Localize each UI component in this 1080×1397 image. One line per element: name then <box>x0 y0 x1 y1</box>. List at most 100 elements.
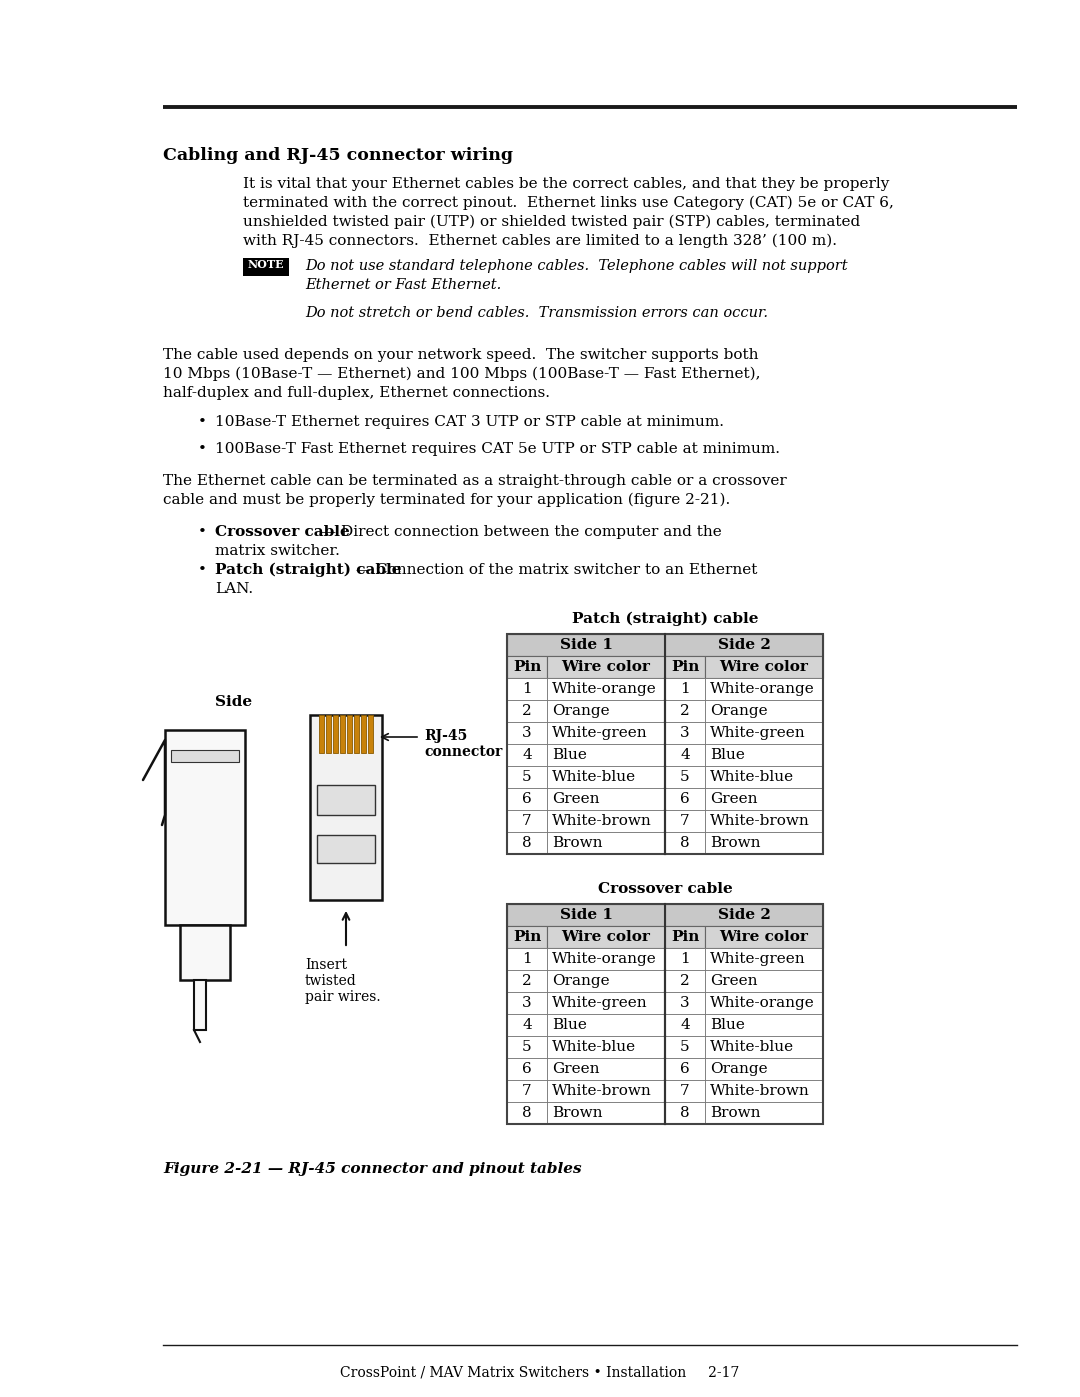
Text: White-brown: White-brown <box>710 814 810 828</box>
Text: Green: Green <box>552 792 599 806</box>
Bar <box>665 1058 705 1080</box>
Text: Green: Green <box>710 974 757 988</box>
Bar <box>507 788 546 810</box>
Text: 5: 5 <box>523 1039 531 1053</box>
Text: The Ethernet cable can be terminated as a straight-through cable or a crossover: The Ethernet cable can be terminated as … <box>163 474 786 488</box>
Text: 100Base-T Fast Ethernet requires CAT 5e UTP or STP cable at minimum.: 100Base-T Fast Ethernet requires CAT 5e … <box>215 441 780 455</box>
Bar <box>194 981 206 1030</box>
Text: 1: 1 <box>522 682 531 696</box>
Text: matrix switcher.: matrix switcher. <box>215 543 340 557</box>
Text: 8: 8 <box>523 1106 531 1120</box>
Bar <box>705 722 823 745</box>
Text: Do not use standard telephone cables.  Telephone cables will not support: Do not use standard telephone cables. Te… <box>305 258 848 272</box>
Text: Orange: Orange <box>552 704 609 718</box>
Text: Blue: Blue <box>552 747 586 761</box>
Text: 1: 1 <box>522 951 531 965</box>
Text: 6: 6 <box>522 792 531 806</box>
Bar <box>507 1080 546 1102</box>
Text: 6: 6 <box>680 792 690 806</box>
Bar <box>546 1014 665 1037</box>
Bar <box>705 766 823 788</box>
Text: Pin: Pin <box>513 930 541 944</box>
Bar <box>546 657 665 678</box>
Bar <box>665 833 705 854</box>
Text: 10 Mbps (10Base-T — Ethernet) and 100 Mbps (100Base-T — Fast Ethernet),: 10 Mbps (10Base-T — Ethernet) and 100 Mb… <box>163 367 760 381</box>
Bar <box>665 722 705 745</box>
Text: with RJ-45 connectors.  Ethernet cables are limited to a length 328’ (100 m).: with RJ-45 connectors. Ethernet cables a… <box>243 235 837 249</box>
Text: White-orange: White-orange <box>710 996 814 1010</box>
Bar <box>705 788 823 810</box>
Text: 8: 8 <box>680 835 690 849</box>
Text: Orange: Orange <box>710 1062 768 1076</box>
Bar <box>507 970 546 992</box>
Bar <box>507 766 546 788</box>
Bar <box>507 904 823 1125</box>
Text: cable and must be properly terminated for your application (figure 2-21).: cable and must be properly terminated fo… <box>163 493 730 507</box>
Text: 4: 4 <box>680 1018 690 1032</box>
Bar <box>507 634 665 657</box>
Bar <box>665 788 705 810</box>
Text: 5: 5 <box>680 1039 690 1053</box>
Bar <box>546 1102 665 1125</box>
Text: Side 1: Side 1 <box>559 638 612 652</box>
Bar <box>310 715 382 900</box>
Text: Blue: Blue <box>552 1018 586 1032</box>
Text: — Connection of the matrix switcher to an Ethernet: — Connection of the matrix switcher to a… <box>351 563 757 577</box>
Bar <box>546 745 665 766</box>
Bar <box>665 745 705 766</box>
Bar <box>546 1058 665 1080</box>
Text: Wire color: Wire color <box>719 659 809 673</box>
Text: Green: Green <box>710 792 757 806</box>
Text: 4: 4 <box>680 747 690 761</box>
Text: half-duplex and full-duplex, Ethernet connections.: half-duplex and full-duplex, Ethernet co… <box>163 386 550 400</box>
Bar <box>546 678 665 700</box>
Text: White-blue: White-blue <box>710 770 794 784</box>
Bar <box>546 700 665 722</box>
Bar <box>546 949 665 970</box>
Text: 8: 8 <box>680 1106 690 1120</box>
Text: Side 1: Side 1 <box>559 908 612 922</box>
Bar <box>665 992 705 1014</box>
Bar <box>507 722 546 745</box>
Bar <box>326 715 332 753</box>
Text: 5: 5 <box>680 770 690 784</box>
Bar <box>705 678 823 700</box>
Text: White-green: White-green <box>710 951 806 965</box>
Text: NOTE: NOTE <box>247 258 284 270</box>
Text: Do not stretch or bend cables.  Transmission errors can occur.: Do not stretch or bend cables. Transmiss… <box>305 306 768 320</box>
Bar <box>507 657 546 678</box>
Bar <box>665 1102 705 1125</box>
Bar <box>665 949 705 970</box>
Bar <box>507 1014 546 1037</box>
Text: White-green: White-green <box>552 996 648 1010</box>
Bar <box>546 970 665 992</box>
Bar <box>665 657 705 678</box>
Text: LAN.: LAN. <box>215 583 253 597</box>
Text: White-blue: White-blue <box>552 770 636 784</box>
Text: 3: 3 <box>523 996 531 1010</box>
Bar <box>665 766 705 788</box>
Bar <box>507 1058 546 1080</box>
Text: Ethernet or Fast Ethernet.: Ethernet or Fast Ethernet. <box>305 278 501 292</box>
Text: Insert
twisted
pair wires.: Insert twisted pair wires. <box>305 958 380 1004</box>
Bar <box>546 1080 665 1102</box>
Text: 7: 7 <box>680 814 690 828</box>
Text: White-brown: White-brown <box>552 1084 651 1098</box>
Bar <box>705 970 823 992</box>
Bar <box>368 715 374 753</box>
Bar <box>546 766 665 788</box>
Text: Blue: Blue <box>710 747 745 761</box>
Text: White-brown: White-brown <box>552 814 651 828</box>
Text: Side 2: Side 2 <box>717 638 770 652</box>
Bar <box>507 904 665 926</box>
Text: unshielded twisted pair (UTP) or shielded twisted pair (STP) cables, terminated: unshielded twisted pair (UTP) or shielde… <box>243 215 861 229</box>
Text: Blue: Blue <box>710 1018 745 1032</box>
Text: •: • <box>198 415 207 429</box>
Text: 1: 1 <box>680 682 690 696</box>
Bar <box>507 700 546 722</box>
Bar <box>318 835 375 863</box>
Text: Green: Green <box>552 1062 599 1076</box>
Text: •: • <box>198 563 207 577</box>
Bar <box>546 833 665 854</box>
Bar <box>705 1058 823 1080</box>
